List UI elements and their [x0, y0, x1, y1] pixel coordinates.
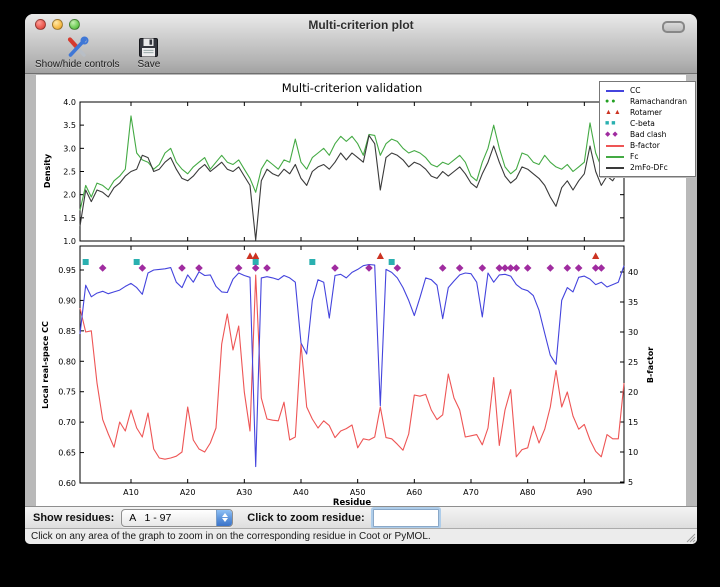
svg-text:A90: A90 [577, 488, 593, 497]
legend-line-icon [604, 155, 630, 158]
multi-criterion-plot-window: Multi-criterion plot Show/hide controls [25, 14, 697, 544]
svg-text:0.80: 0.80 [58, 357, 76, 366]
svg-text:3.0: 3.0 [63, 144, 76, 153]
legend-line-icon [604, 89, 630, 92]
show-residues-value: A 1 - 97 [129, 511, 172, 524]
legend-line-icon [604, 166, 630, 169]
titlebar[interactable]: Multi-criterion plot [25, 14, 697, 36]
legend-line-icon [604, 144, 630, 147]
zoom-residue-input[interactable] [372, 508, 439, 527]
legend-entry: ●● Ramachandran [604, 96, 691, 107]
legend-label: C-beta [630, 119, 655, 128]
svg-text:A10: A10 [123, 488, 139, 497]
legend-label: Fc [630, 152, 639, 161]
zoom-button[interactable] [69, 19, 80, 30]
svg-text:1.0: 1.0 [63, 237, 76, 246]
svg-text:15: 15 [628, 418, 638, 427]
legend-entry: CC [604, 85, 691, 96]
legend-label: Rotamer [630, 108, 663, 117]
legend-label: B-factor [630, 141, 660, 150]
legend-squares-icon: ■■ [605, 120, 618, 127]
close-button[interactable] [35, 19, 46, 30]
legend-entry: B-factor [604, 140, 691, 151]
multi-criterion-plot-canvas[interactable]: Multi-criterion validation A10 A20 A30 A40 A5… [36, 75, 686, 506]
legend-diamonds-icon: ◆◆ [605, 131, 620, 138]
legend-label: 2mFo-DFc [630, 163, 668, 172]
svg-text:10: 10 [628, 448, 638, 457]
svg-text:0.90: 0.90 [58, 296, 76, 305]
controls-bar: Show residues: A 1 - 97 Click to zoom re… [25, 506, 697, 528]
svg-text:A50: A50 [350, 488, 366, 497]
legend-entry: ◆◆ Bad clash [604, 129, 691, 140]
legend-circles-icon: ●● [605, 98, 618, 105]
legend-label: Bad clash [630, 130, 667, 139]
show-residues-dropdown[interactable]: A 1 - 97 [121, 508, 234, 527]
tools-icon [65, 36, 89, 59]
show-hide-controls-label: Show/hide controls [35, 59, 120, 70]
svg-text:2.0: 2.0 [63, 191, 76, 200]
window-title: Multi-criterion plot [308, 18, 414, 32]
legend-label: Ramachandran [630, 97, 687, 106]
svg-text:A30: A30 [237, 488, 253, 497]
svg-text:Residue: Residue [333, 498, 371, 506]
plot-legend: CC ●● Ramachandran ▲▲ Rotamer ■■ C-beta ◆◆ Bad c… [599, 81, 696, 177]
dropdown-stepper-icon [216, 509, 233, 526]
svg-text:Multi-criterion validation: Multi-criterion validation [282, 81, 423, 95]
svg-text:0.65: 0.65 [58, 449, 76, 458]
legend-entry: Fc [604, 151, 691, 162]
legend-label: CC [630, 86, 641, 95]
svg-text:5: 5 [628, 478, 633, 487]
legend-entry: ■■ C-beta [604, 118, 691, 129]
legend-entry: 2mFo-DFc [604, 162, 691, 173]
save-icon [138, 36, 159, 59]
svg-text:35: 35 [628, 298, 638, 307]
save-button[interactable]: Save [137, 36, 161, 70]
svg-text:40: 40 [628, 268, 638, 277]
svg-text:A20: A20 [180, 488, 196, 497]
window-chrome: Multi-criterion plot Show/hide controls [25, 14, 697, 74]
svg-text:0.95: 0.95 [58, 266, 76, 275]
svg-text:0.70: 0.70 [58, 418, 76, 427]
svg-text:4.0: 4.0 [63, 98, 76, 107]
svg-text:Local real-space CC: Local real-space CC [41, 321, 50, 409]
toolbar: Show/hide controls Save [25, 36, 160, 74]
svg-text:3.5: 3.5 [63, 121, 76, 130]
traffic-lights [35, 19, 80, 30]
zoom-residue-label: Click to zoom residue: [247, 511, 365, 524]
status-text: Click on any area of the graph to zoom i… [31, 531, 431, 542]
svg-text:25: 25 [628, 358, 638, 367]
svg-text:0.75: 0.75 [58, 388, 76, 397]
save-label: Save [137, 59, 161, 70]
svg-text:A70: A70 [463, 488, 479, 497]
svg-text:20: 20 [628, 388, 638, 397]
svg-text:0.60: 0.60 [58, 479, 76, 488]
svg-text:0.85: 0.85 [58, 327, 76, 336]
svg-text:1.5: 1.5 [63, 214, 76, 223]
svg-text:30: 30 [628, 328, 638, 337]
toolbar-toggle-pill[interactable] [662, 21, 685, 33]
svg-text:Density: Density [43, 153, 52, 188]
svg-text:2.5: 2.5 [63, 168, 76, 177]
status-bar: Click on any area of the graph to zoom i… [25, 528, 697, 544]
legend-triangles-icon: ▲▲ [605, 109, 623, 116]
svg-text:A80: A80 [520, 488, 536, 497]
svg-text:B-factor: B-factor [646, 347, 655, 383]
minimize-button[interactable] [52, 19, 63, 30]
show-residues-label: Show residues: [33, 511, 115, 524]
legend-entry: ▲▲ Rotamer [604, 107, 691, 118]
svg-text:A60: A60 [407, 488, 423, 497]
svg-text:A40: A40 [293, 488, 309, 497]
figure-area[interactable]: Multi-criterion validation A10 A20 A30 A40 A5… [36, 75, 696, 506]
show-hide-controls-button[interactable]: Show/hide controls [35, 36, 120, 70]
resize-grip[interactable] [684, 531, 696, 543]
